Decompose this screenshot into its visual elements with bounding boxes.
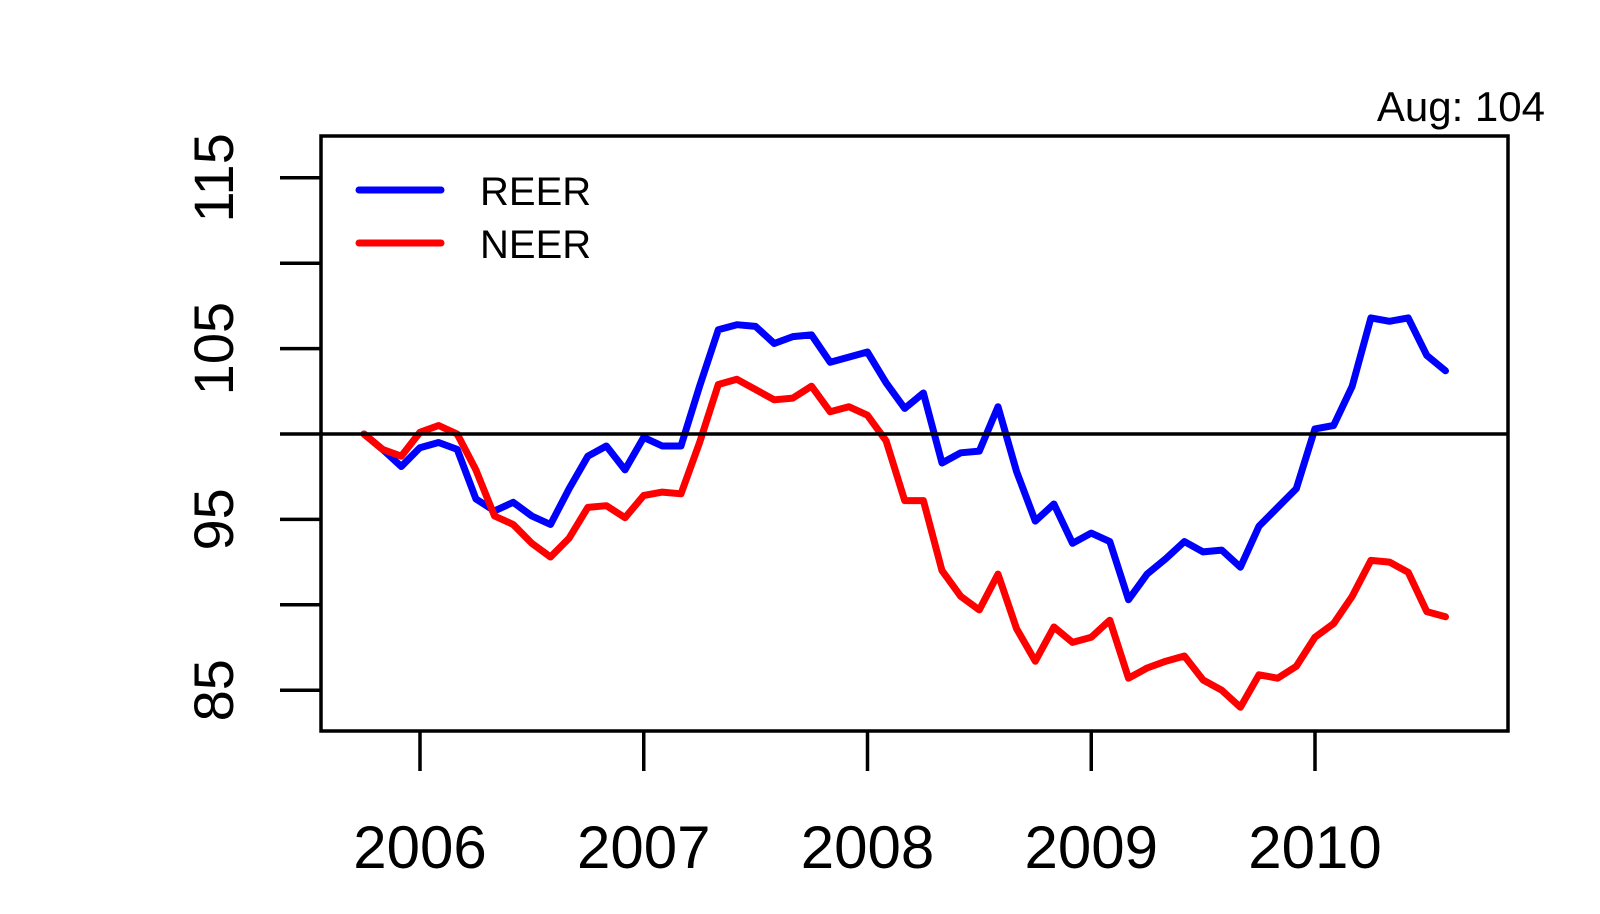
x-tick-label: 2009 [1025, 814, 1158, 881]
x-tick-label: 2008 [801, 814, 934, 881]
y-tick-label: 85 [182, 659, 245, 721]
series-line-reer [360, 314, 1449, 604]
x-tick-label: 2007 [577, 814, 710, 881]
latest-value-annotation: Aug: 104 [1377, 83, 1545, 130]
legend: REER NEER [355, 170, 591, 267]
y-axis: 85 95 105 115 [182, 133, 321, 721]
series-line-neer [360, 375, 1449, 711]
x-tick-label: 2006 [353, 814, 486, 881]
series-layer [360, 314, 1449, 711]
x-axis: 2006 2007 2008 2009 2010 [353, 731, 1382, 881]
legend-label-reer: REER [480, 170, 591, 214]
y-tick-label: 105 [182, 302, 245, 395]
legend-label-neer: NEER [480, 223, 591, 267]
x-tick-label: 2010 [1248, 814, 1381, 881]
y-tick-label: 115 [182, 133, 245, 222]
y-tick-label: 95 [182, 488, 245, 550]
